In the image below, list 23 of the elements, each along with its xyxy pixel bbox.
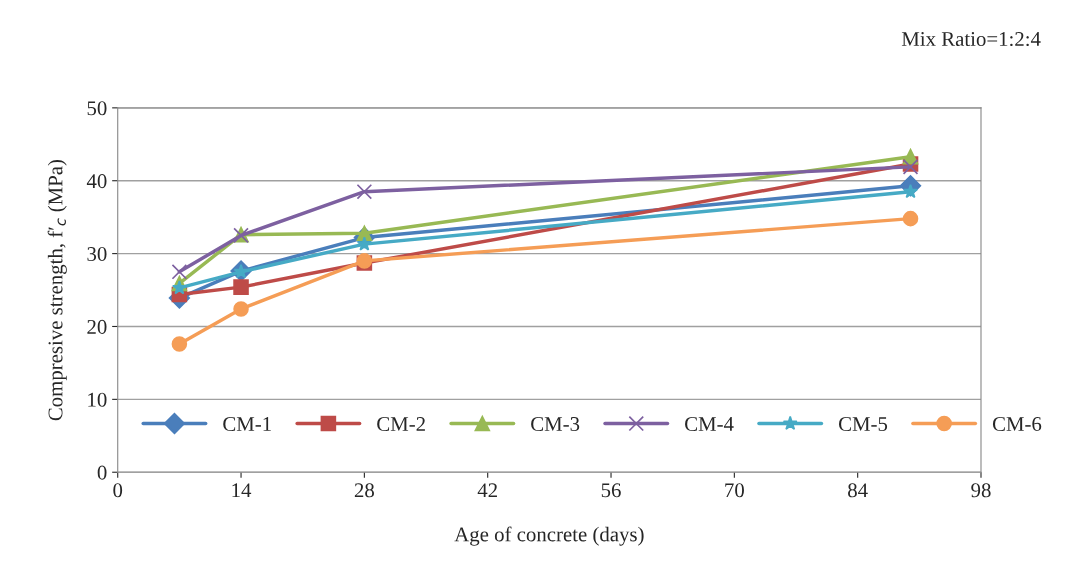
x-tick-label: 14: [232, 483, 252, 498]
legend-label: CM-2: [377, 417, 425, 432]
x-tick-label: 70: [725, 483, 744, 498]
legend-label: CM-1: [223, 417, 271, 432]
x-tick-label: 28: [354, 483, 374, 498]
legend-label: CM-4: [685, 417, 734, 432]
y-tick-label: 10: [88, 392, 107, 407]
x-tick-label: 0: [113, 483, 123, 498]
x-tick-label: 98: [971, 483, 991, 498]
x-tick-label: 84: [848, 483, 868, 498]
y-tick-label: 0: [97, 465, 107, 480]
x-tick-label: 42: [477, 483, 497, 498]
legend-label: CM-3: [531, 417, 580, 432]
x-axis-title: Age of concrete (days): [454, 526, 644, 546]
legend-label: CM-6: [992, 417, 1042, 432]
y-tick-label: 20: [87, 319, 107, 334]
y-tick-label: 50: [87, 101, 107, 116]
y-axis-title: Compresive strength, f′$_{c}$ (MPa): [47, 159, 67, 421]
y-tick-label: 40: [86, 174, 107, 189]
x-tick-label: 56: [601, 483, 621, 498]
y-tick-label: 30: [87, 246, 107, 262]
text: Mix Ratio=1:2:4: [901, 32, 1041, 47]
legend-label: CM-5: [838, 417, 888, 432]
